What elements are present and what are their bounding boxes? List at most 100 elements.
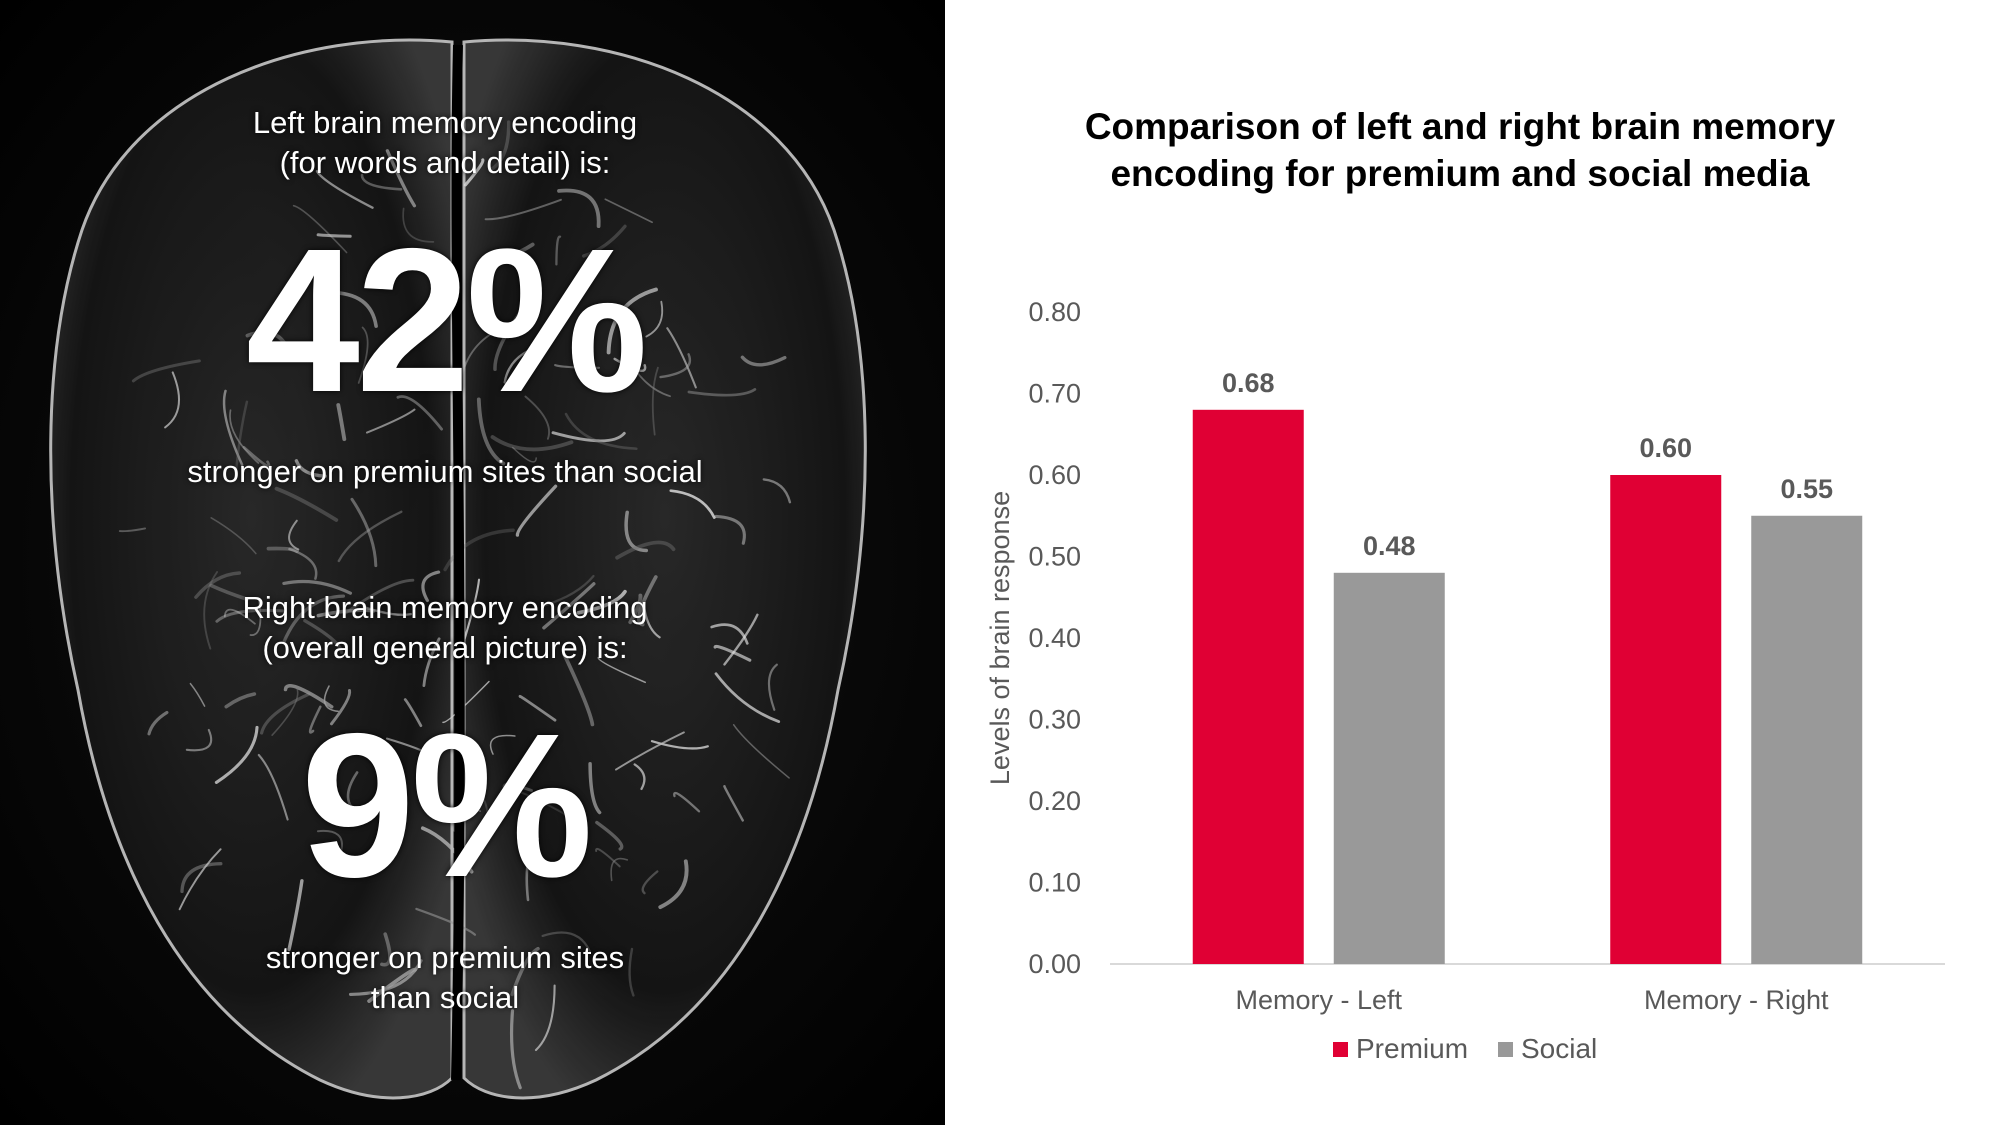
brain-fold [641,870,659,895]
brain-fold [489,734,516,755]
y-tick-label: 0.20 [1028,786,1081,816]
brain-fold [714,672,781,723]
brain-fold [502,782,533,793]
brain-fold [288,519,300,551]
right-encoding-caption-line2: than social [370,980,520,1015]
right-encoding-caption: stronger on premium sites than social [0,938,890,1018]
brain-fold [222,389,244,466]
brain-fold [189,682,206,707]
brain-fold [294,459,327,478]
bar-chart: 0.00 0.10 0.20 0.30 0.40 0.50 0.60 0.70 0.80 Lev… [985,297,1945,1064]
right-encoding-intro-line2: (overall general picture) is: [262,630,628,665]
brain-fold [687,388,757,397]
brain-fold [249,599,262,636]
brain-fold [669,489,716,519]
brain-fold [723,613,759,666]
brain-fold [403,698,423,728]
brain-fold [637,575,658,627]
brain-fold [610,857,629,882]
brain-fold [118,527,147,533]
brain-fold [651,366,659,436]
brain-fold [385,737,437,759]
brain-fold [597,657,646,684]
brain-fold [503,342,549,384]
right-encoding-caption-line1: stronger on premium sites [265,940,625,975]
brain-fold [541,931,592,953]
brain-fold [582,224,627,258]
brain-fold [287,879,304,952]
data-label: 0.48 [1363,531,1416,561]
right-encoding-intro-line1: Right brain memory encoding [242,590,648,625]
brain-fold [402,207,435,243]
y-tick-label: 0.10 [1028,868,1081,898]
brain-fold [283,684,334,709]
brain-fold [260,692,311,735]
brain-fold [315,170,374,209]
brain-fold [624,510,649,553]
brain-fold [303,619,344,654]
brain-fold [223,608,256,625]
brain-fold [554,364,600,369]
brain-fold [234,400,249,477]
legend-swatch-social [1498,1042,1513,1057]
brain-fold [242,445,271,468]
brain-fold [229,409,260,464]
left-encoding-caption: stronger on premium sites than social [187,454,703,489]
brain-fold [633,763,646,791]
brain-fold [564,412,638,450]
left-encoding-intro-line2: (for words and detail) is: [279,145,611,180]
brain-fold [472,789,491,828]
x-tick-label: Memory - Right [1644,985,1829,1015]
brain-fold [628,593,643,625]
brain-fold [542,582,596,630]
legend: Premium Social [1333,1033,1597,1064]
brain-fold [555,235,562,266]
brain-fold [210,517,257,555]
chart-panel: Comparison of left and right brain memor… [945,0,2000,1125]
brain-fold [562,652,595,727]
brain-fold [147,710,169,736]
brain-fold [767,663,778,711]
brain-fissure [451,44,465,1081]
brain-fold [385,149,417,208]
brain-fold [443,528,515,572]
brain-right-hemisphere [462,38,867,1100]
brain-fold [626,356,671,398]
brain-fold [484,198,562,221]
data-label: 0.60 [1639,433,1692,463]
brain-fold [659,353,692,379]
brain-fold [714,514,746,545]
data-label: 0.68 [1222,368,1275,398]
y-tick-label: 0.80 [1028,297,1081,327]
brain-left-hemisphere [49,38,454,1100]
brain-fold [650,740,709,750]
brain-fold [615,540,676,560]
bars-group: 0.68 0.48 0.60 0.55 [1192,368,1863,964]
brain-fold [396,395,443,431]
brain-fold [490,435,574,452]
brain-fold [576,589,627,615]
brain-image [49,38,867,1100]
y-tick-label: 0.30 [1028,705,1081,735]
brain-fold [666,327,697,389]
brain-fold [517,790,584,826]
brain-fold [215,608,285,623]
legend-label-premium: Premium [1356,1033,1468,1064]
brain-fold [732,724,790,779]
brain-fold [422,637,441,687]
brain-fold [209,583,249,602]
brain-fold [288,547,318,580]
brain-fold [266,546,299,553]
brain-fold [316,829,343,852]
brain-fold [509,1009,522,1090]
brain-fold [164,371,180,429]
brain-fold [604,198,653,224]
brain-fold [673,791,701,813]
x-axis-ticks: Memory - Left Memory - Right [1235,985,1829,1015]
brain-fold [595,847,621,868]
x-tick-label: Memory - Left [1235,985,1402,1015]
brain-fold [348,959,423,996]
brain-fold [595,820,624,851]
bar-premium [1192,409,1304,964]
brain-fold [357,326,369,384]
